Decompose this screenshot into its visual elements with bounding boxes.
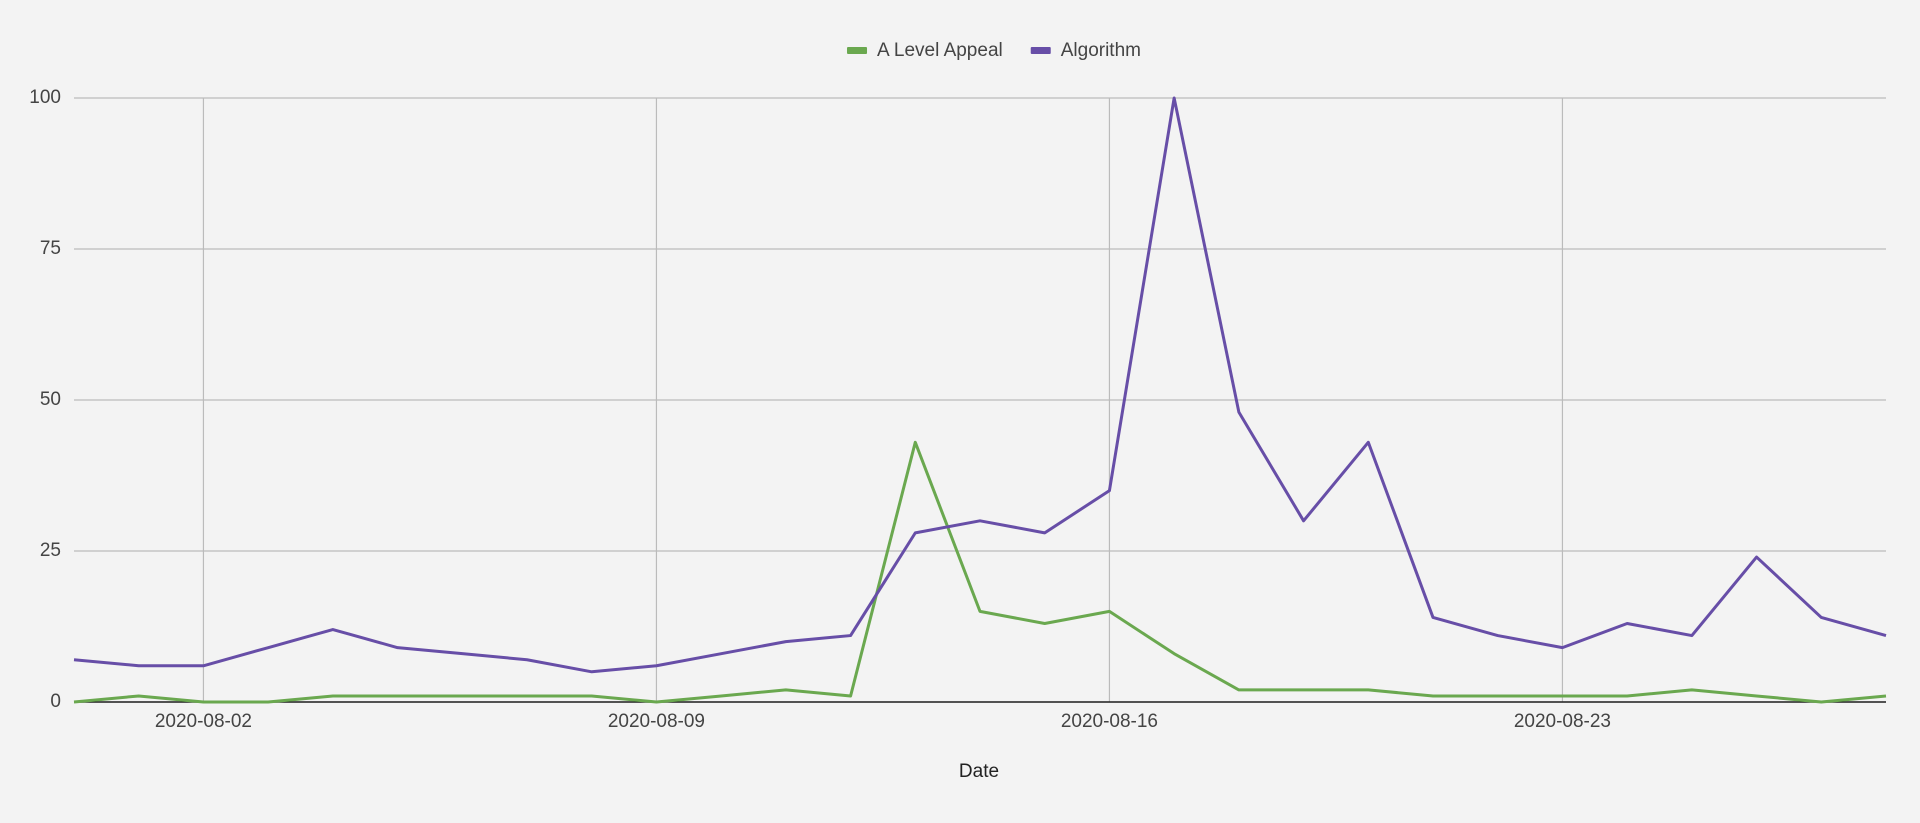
line-series [73, 96, 1887, 674]
y-tick-label: 100 [29, 87, 61, 108]
y-tick-label: 0 [50, 691, 61, 712]
x-tick-label: 2020-08-09 [608, 711, 705, 732]
legend-label: Algorithm [1061, 40, 1141, 61]
y-tick-label: 25 [40, 540, 61, 561]
y-tick-label: 50 [40, 389, 61, 410]
legend-swatch [847, 47, 868, 54]
x-tick-label: 2020-08-02 [155, 711, 252, 732]
x-tick-label: 2020-08-23 [1514, 711, 1611, 732]
x-tick-label: 2020-08-16 [1061, 711, 1158, 732]
legend-swatch [1030, 47, 1051, 54]
line-series [73, 440, 1887, 704]
x-axis-title: Date [959, 761, 999, 782]
legend-label: A Level Appeal [877, 40, 1003, 61]
y-tick-label: 75 [40, 238, 61, 259]
